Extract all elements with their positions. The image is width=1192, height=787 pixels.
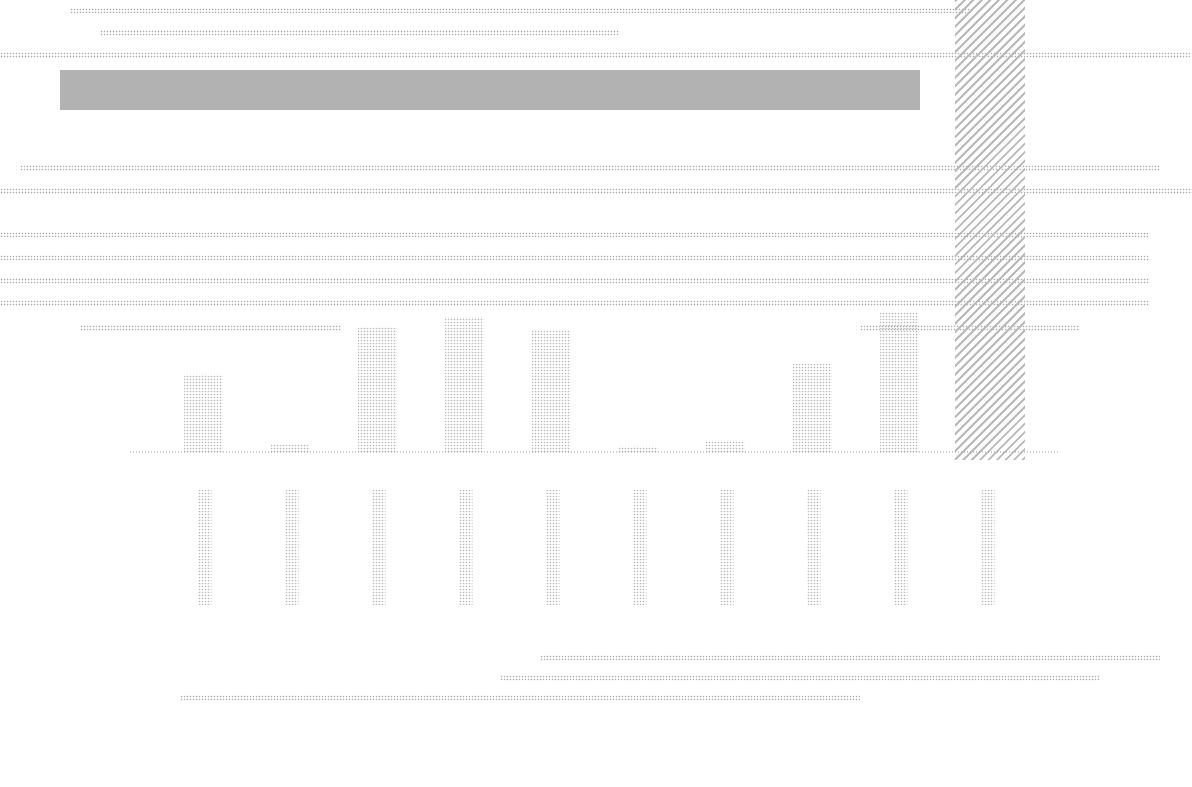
- header-noise-line: [100, 30, 620, 36]
- tick-label: [371, 490, 386, 605]
- caption-line: [180, 695, 860, 701]
- header-noise-line: [0, 52, 1190, 58]
- bar: [618, 446, 658, 452]
- tick-label: [632, 490, 647, 605]
- tick-label: [893, 490, 908, 605]
- bar: [792, 364, 832, 452]
- bar: [444, 317, 484, 452]
- logo-strip: [60, 70, 920, 110]
- bar: [705, 440, 745, 452]
- caption-line: [540, 655, 1160, 661]
- body-noise-line: [0, 232, 1150, 238]
- bar: [183, 374, 223, 452]
- bar: [357, 327, 397, 452]
- caption-line: [500, 675, 1100, 681]
- header-noise-line: [0, 188, 1192, 194]
- bar: [879, 312, 919, 452]
- caption-block: [180, 655, 1180, 701]
- bars-group: [183, 312, 919, 452]
- bar: [270, 444, 310, 452]
- header-noise-line: [20, 165, 1160, 171]
- header-noise-line: [70, 8, 970, 14]
- side-column-strip: [955, 0, 1025, 460]
- tick-label: [980, 490, 995, 605]
- bar: [531, 330, 571, 452]
- tick-marks-group: [197, 490, 995, 605]
- tick-label: [284, 490, 299, 605]
- tick-label: [806, 490, 821, 605]
- body-noise-line: [80, 325, 340, 331]
- tick-label: [197, 490, 212, 605]
- tick-label: [719, 490, 734, 605]
- body-noise-line: [0, 300, 1150, 306]
- body-noise-line: [0, 255, 1150, 261]
- tick-label: [545, 490, 560, 605]
- header-band: [0, 0, 1192, 200]
- body-noise-line: [0, 278, 1150, 284]
- tick-label: [458, 490, 473, 605]
